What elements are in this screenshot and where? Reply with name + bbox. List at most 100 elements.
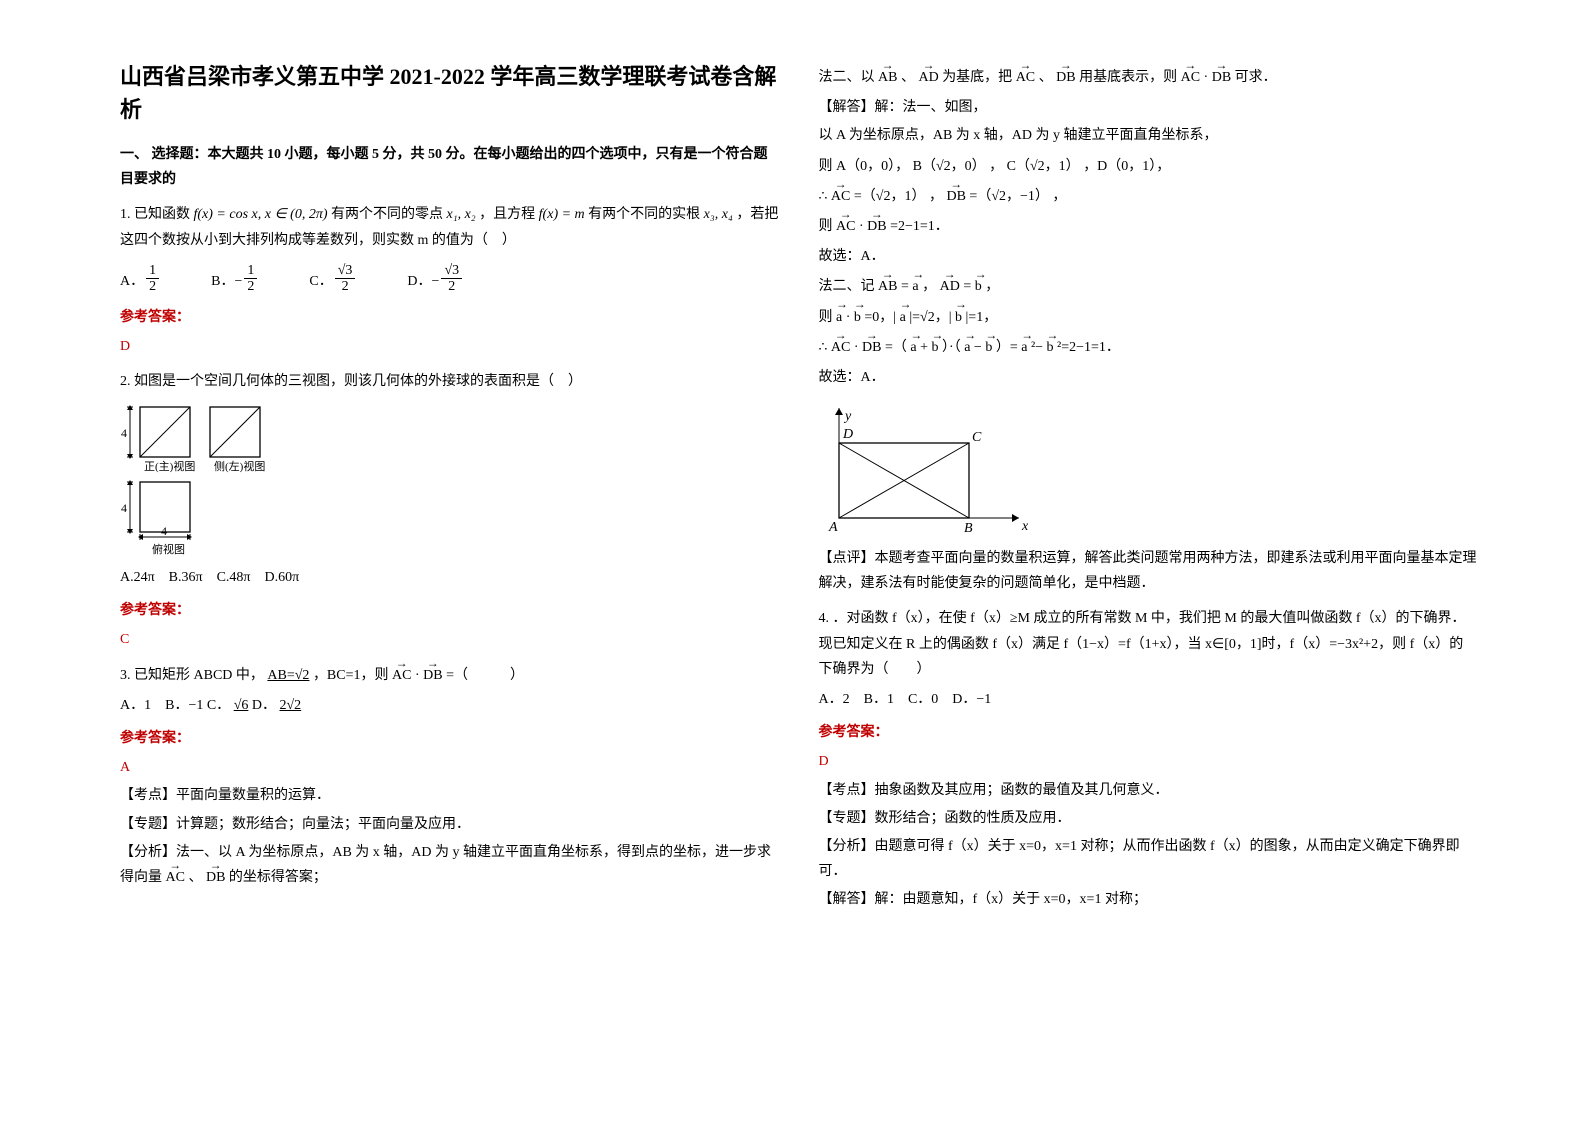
q3-stem-b: ，BC=1，则 bbox=[313, 668, 392, 683]
vec-b6-icon: b bbox=[1047, 335, 1054, 360]
q2-options: A.24π B.36π C.48π D.60π bbox=[120, 565, 779, 590]
q3-r4e: ，D（0，1）， bbox=[1083, 159, 1170, 174]
q3-l1: 【考点】平面向量数量积的运算． bbox=[120, 783, 779, 808]
q3-svg: y D C A B x bbox=[819, 398, 1039, 538]
q3-r5a: ∴ bbox=[819, 189, 828, 204]
q1-eq: f(x) = m bbox=[539, 207, 585, 222]
q3-vec-db: DB bbox=[423, 663, 442, 688]
vec-db5-icon: DB bbox=[867, 214, 886, 239]
q3-r9a: 则 bbox=[819, 310, 837, 325]
q3-stem-c: =（ ） bbox=[446, 668, 524, 683]
q3-answer: A bbox=[120, 755, 779, 780]
q3-fig-a: A bbox=[828, 520, 838, 535]
q1-stem-b: 有两个不同的零点 bbox=[331, 207, 447, 222]
vec-db3-icon: DB bbox=[1212, 65, 1231, 90]
q3-r4b: B（√2，0） bbox=[913, 159, 986, 174]
question-4: 4. ．对函数 f（x），在使 f（x）≥M 成立的所有常数 M 中，我们把 M… bbox=[819, 606, 1478, 912]
q2-label-top: 俯视图 bbox=[152, 542, 185, 556]
vec-ab2-icon: AB bbox=[878, 274, 897, 299]
q4-answer-label: 参考答案： bbox=[819, 720, 1478, 745]
q3-sqrt6: √6 bbox=[234, 698, 249, 713]
q1-opt-a-prefix: A． bbox=[120, 269, 144, 294]
q3-r1e: 用基底表示，则 bbox=[1079, 70, 1181, 85]
q1-d-num: √3 bbox=[441, 263, 462, 279]
q3-r5b: =（√2，1） bbox=[854, 189, 926, 204]
q4-l4: 【解答】解：由题意知，f（x）关于 x=0，x=1 对称； bbox=[819, 887, 1478, 912]
q3-fig-d: D bbox=[842, 427, 853, 442]
q2-answer: C bbox=[120, 627, 779, 652]
q1-d-neg: − bbox=[432, 269, 440, 294]
vec-ac6-icon: AC bbox=[831, 335, 850, 360]
q2-answer-label: 参考答案： bbox=[120, 598, 779, 623]
q1-roots: x₃, x₄ bbox=[704, 207, 733, 222]
q4-l3: 【分析】由题意可得 f（x）关于 x=0，x=1 对称；从而作出函数 f（x）的… bbox=[819, 834, 1478, 884]
q1-stem-c: ，且方程 bbox=[479, 207, 539, 222]
vec-b3-icon: b bbox=[955, 305, 962, 330]
q2-dim4c: 4 bbox=[161, 524, 167, 538]
q3-r6a: 则 bbox=[819, 219, 837, 234]
vec-b5-icon: b bbox=[985, 335, 992, 360]
q1-opt-b-prefix: B． bbox=[211, 269, 234, 294]
q3-r8a: 法二、记 bbox=[819, 279, 879, 294]
q3-opts-b: D． bbox=[252, 698, 276, 713]
q3-stem-a: 3. 已知矩形 ABCD 中， bbox=[120, 668, 264, 683]
q1-b-num: 1 bbox=[244, 263, 257, 279]
q4-stem: 4. ．对函数 f（x），在使 f（x）≥M 成立的所有常数 M 中，我们把 M… bbox=[819, 606, 1478, 682]
q3-vec-ac: AC bbox=[392, 663, 411, 688]
q1-answer: D bbox=[120, 334, 779, 359]
q3-r2: 【解答】解：法一、如图， bbox=[819, 95, 1478, 120]
vec-a5-icon: a bbox=[964, 335, 970, 360]
vec-a6-icon: a bbox=[1021, 335, 1027, 360]
q3-fig-b: B bbox=[964, 521, 973, 536]
vec-db2-icon: DB bbox=[1056, 65, 1075, 90]
q2-stem: 2. 如图是一个空间几何体的三视图，则该几何体的外接球的表面积是（ ） bbox=[120, 369, 779, 394]
vec-ab-icon: AB bbox=[878, 65, 897, 90]
q3-r1f: 可求． bbox=[1235, 70, 1277, 85]
page-title: 山西省吕梁市孝义第五中学 2021-2022 学年高三数学理联考试卷含解析 bbox=[120, 60, 779, 126]
q3-fig-y: y bbox=[843, 409, 852, 424]
q1-d-den: 2 bbox=[445, 279, 458, 294]
q1-b-neg: − bbox=[234, 269, 242, 294]
q3-figure: y D C A B x bbox=[819, 398, 1478, 538]
q1-options: A．12 B．−12 C．√32 D．−√32 bbox=[120, 263, 779, 295]
q3-r1a: 法二、以 bbox=[819, 70, 879, 85]
q3-r9c: |=√2，| bbox=[909, 310, 951, 325]
q3-fig-c: C bbox=[972, 430, 982, 445]
q1-zeros: x₁, x₂ bbox=[447, 207, 476, 222]
vec-ac2-icon: AC bbox=[1016, 65, 1035, 90]
q3-r4a: 则 A（0，0）， bbox=[819, 159, 910, 174]
section-header: 一、 选择题：本大题共 10 小题，每小题 5 分，共 50 分。在每小题给出的… bbox=[120, 142, 779, 192]
vec-db4-icon: DB bbox=[946, 184, 965, 209]
q3-r10d: ）·（ bbox=[942, 340, 961, 355]
q3-r8e: ， bbox=[985, 279, 999, 294]
q1-a-num: 1 bbox=[146, 263, 159, 279]
q1-stem-d: 有两个不同的实根 bbox=[588, 207, 704, 222]
vec-db-icon: DB bbox=[206, 865, 225, 890]
q2-figure: 4 正(主)视图 侧(左)视图 4 bbox=[120, 402, 779, 557]
q4-options: A．2 B．1 C．0 D．−1 bbox=[819, 687, 1478, 712]
q3-fig-x: x bbox=[1021, 519, 1029, 534]
q2-label-front: 正(主)视图 bbox=[144, 459, 195, 473]
vec-b4-icon: b bbox=[932, 335, 939, 360]
q3-r9d: |=1， bbox=[966, 310, 998, 325]
q3-r8b: = bbox=[901, 279, 909, 294]
q3-r10b: =（ bbox=[885, 340, 907, 355]
q3-r1b: 、 bbox=[901, 70, 915, 85]
vec-db6-icon: DB bbox=[862, 335, 881, 360]
vec-a-icon: a bbox=[912, 274, 918, 299]
q1-opt-d-prefix: D． bbox=[407, 269, 431, 294]
q3-r6b: =2−1=1． bbox=[890, 219, 949, 234]
q3-ab: AB=√2 bbox=[267, 668, 309, 683]
vec-a3-icon: a bbox=[900, 305, 906, 330]
q3-r8c: ， bbox=[922, 279, 936, 294]
q1-opt-c-prefix: C． bbox=[309, 269, 332, 294]
q3-r11: 故选：A． bbox=[819, 365, 1478, 390]
q2-dim4a: 4 bbox=[121, 426, 127, 440]
q3-answer-label: 参考答案： bbox=[120, 726, 779, 751]
q3-l3b: 、 bbox=[188, 870, 202, 885]
q2-label-side: 侧(左)视图 bbox=[214, 459, 265, 473]
q3-opts-a: A．1 B．−1 C． bbox=[120, 698, 230, 713]
q1-b-den: 2 bbox=[244, 279, 257, 294]
q1-c-den: 2 bbox=[339, 279, 352, 294]
q3-r10f: ）= bbox=[996, 340, 1018, 355]
